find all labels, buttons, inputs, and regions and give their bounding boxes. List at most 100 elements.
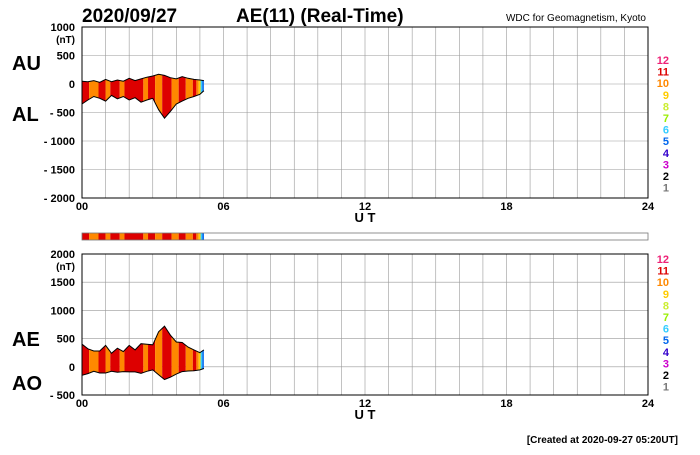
scale-label-2: 2: [663, 171, 669, 183]
y-tick-label: - 500: [50, 390, 75, 402]
au-label: AU: [12, 53, 41, 75]
x-axis-label: U T: [355, 407, 376, 422]
activity-band: [171, 326, 179, 380]
color-bar-segment: [82, 233, 90, 240]
x-tick-label: 06: [217, 398, 229, 410]
activity-band: [98, 326, 106, 380]
unit-label: (nT): [56, 35, 75, 46]
color-bar-frame: [81, 232, 649, 241]
activity-bands: [82, 326, 204, 380]
activity-band: [105, 326, 111, 380]
y-tick-label: 500: [57, 51, 75, 63]
color-bar-segment: [143, 233, 149, 240]
scale-label-7: 7: [663, 113, 669, 125]
header-source: WDC for Geomagnetism, Kyoto: [506, 13, 646, 24]
color-bar-segment: [200, 233, 203, 240]
scale-label-9: 9: [663, 289, 669, 301]
scale-label-1: 1: [663, 382, 669, 394]
au-al-panel: 1000 500 0 - 500 - 1000 - 1500 - 2000 (nT) 00 06 1…: [44, 22, 655, 225]
activity-band: [202, 326, 204, 380]
color-bar-segment: [148, 233, 156, 240]
series-line-ae: [81, 325, 205, 355]
activity-band: [200, 326, 203, 380]
activity-band: [155, 326, 163, 380]
activity-band: [162, 326, 172, 380]
activity-band: [110, 74, 120, 119]
y-tick-label: 2000: [51, 249, 75, 261]
plot-frame: [81, 253, 649, 396]
activity-band: [185, 74, 193, 119]
x-tick-label: 12: [359, 201, 371, 213]
color-bar-segment: [98, 233, 106, 240]
color-bar-segment: [124, 233, 144, 240]
y-tick-label: 0: [69, 79, 75, 91]
color-bar-segment: [119, 233, 125, 240]
scale-label-2: 2: [663, 370, 669, 382]
y-tick-label: - 1500: [44, 165, 75, 177]
activity-color-bar: [81, 232, 649, 241]
scale-label-11: 11: [657, 266, 669, 278]
activity-band: [105, 74, 111, 119]
y-tick-label: 500: [57, 334, 75, 346]
activity-band: [82, 74, 90, 119]
scale-label-6: 6: [663, 125, 669, 137]
ae-ao-panel: 2000 1500 1000 500 0 - 500 (nT) 00 06 12 18 24 U T: [50, 249, 655, 422]
activity-band: [148, 326, 156, 380]
scale-label-4: 4: [663, 347, 670, 359]
scale-label-8: 8: [663, 101, 669, 113]
plot-frame: [81, 26, 649, 199]
scale-label-7: 7: [663, 312, 669, 324]
activity-band: [98, 74, 106, 119]
scale-label-10: 10: [657, 277, 669, 289]
ao-label: AO: [12, 373, 42, 395]
scale-label-3: 3: [663, 358, 669, 370]
x-tick-label: 24: [642, 201, 655, 213]
scale-label-4: 4: [663, 148, 670, 160]
activity-band: [192, 326, 197, 380]
color-bar-segment: [89, 233, 99, 240]
x-tick-label: 24: [642, 398, 655, 410]
y-tick-label: - 1000: [44, 136, 75, 148]
y-tick-label: 1000: [51, 305, 75, 317]
scale-label-11: 11: [657, 67, 669, 79]
series-line-au: [81, 73, 204, 83]
created-timestamp: [Created at 2020-09-27 05:20UT]: [527, 435, 678, 446]
header-title: AE(11) (Real-Time): [236, 6, 404, 27]
y-tick-label: 1000: [51, 22, 75, 34]
activity-band: [196, 326, 199, 380]
scale-label-5: 5: [663, 136, 669, 148]
series-line-ao: [81, 368, 205, 381]
activity-band: [148, 74, 156, 119]
color-bar-segment: [202, 233, 204, 240]
color-bar-segment: [110, 233, 120, 240]
scale-label-5: 5: [663, 335, 669, 347]
color-bar-segment: [155, 233, 163, 240]
scale-label-12: 12: [657, 55, 669, 67]
activity-band: [185, 326, 193, 380]
activity-band: [119, 326, 125, 380]
activity-band: [178, 74, 186, 119]
scale-label-9: 9: [663, 90, 669, 102]
y-tick-label: - 500: [50, 108, 75, 120]
x-tick-label: 06: [217, 201, 229, 213]
color-bar-segment: [192, 233, 197, 240]
activity-band: [89, 326, 99, 380]
x-tick-label: 00: [76, 398, 88, 410]
header-date: 2020/09/27: [82, 6, 177, 27]
activity-band: [143, 74, 149, 119]
x-axis-label: U T: [355, 210, 376, 225]
activity-band: [119, 74, 125, 119]
y-tick-label: 1500: [51, 277, 75, 289]
x-tick-label: 12: [359, 398, 371, 410]
x-tick-label: 18: [500, 201, 512, 213]
x-tick-label: 18: [500, 398, 512, 410]
activity-band: [110, 326, 120, 380]
color-bar-segment: [178, 233, 186, 240]
scale-label-3: 3: [663, 159, 669, 171]
scale-label-1: 1: [663, 183, 669, 195]
scale-label-10: 10: [657, 78, 669, 90]
